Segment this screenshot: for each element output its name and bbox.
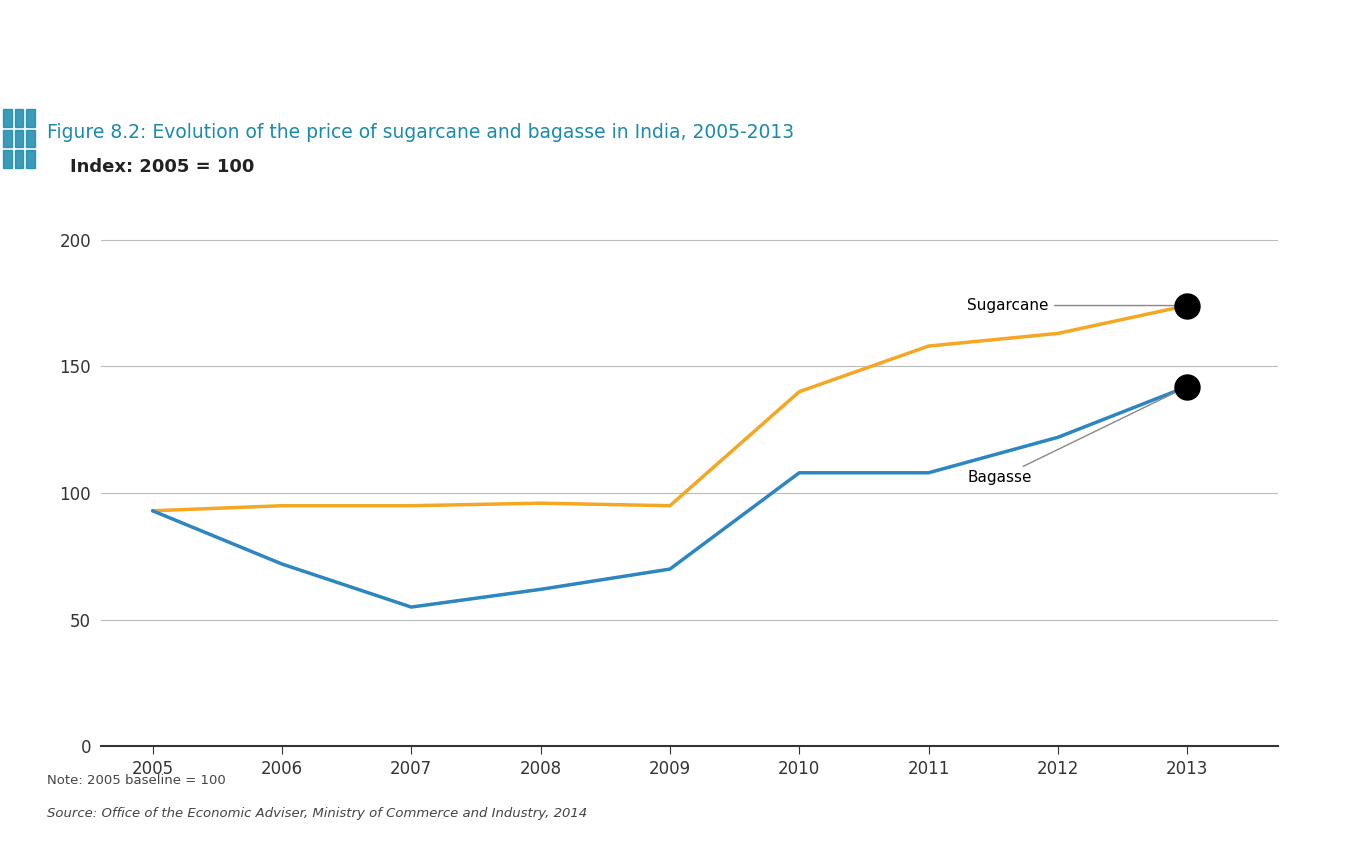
Bar — [59, 60, 75, 88]
Bar — [38, 26, 54, 54]
Bar — [27, 150, 35, 168]
Bar — [38, 0, 54, 20]
Bar — [16, 60, 32, 88]
Bar — [15, 130, 23, 148]
Text: Figure 8.2: Evolution of the price of sugarcane and bagasse in India, 2005-2013: Figure 8.2: Evolution of the price of su… — [47, 123, 794, 142]
Bar — [27, 130, 35, 148]
Text: Bagasse: Bagasse — [967, 388, 1185, 486]
Text: ●●  IRENA: ●● IRENA — [1143, 27, 1298, 53]
Bar — [38, 60, 54, 88]
Bar — [3, 150, 12, 168]
Bar — [27, 109, 35, 127]
Text: RENEWABLE POWER GENERATION COSTS IN 2014: RENEWABLE POWER GENERATION COSTS IN 2014 — [91, 40, 668, 60]
Bar — [59, 26, 75, 54]
Bar — [59, 0, 75, 20]
Text: International Renewable Energy Agency: International Renewable Energy Agency — [1089, 73, 1298, 83]
Bar — [16, 0, 32, 20]
Bar — [16, 26, 32, 54]
Bar — [15, 150, 23, 168]
Text: Source: Office of the Economic Adviser, Ministry of Commerce and Industry, 2014: Source: Office of the Economic Adviser, … — [47, 807, 588, 819]
Bar — [3, 109, 12, 127]
Text: Index: 2005 = 100: Index: 2005 = 100 — [70, 158, 254, 176]
Bar — [3, 130, 12, 148]
Text: Sugarcane: Sugarcane — [967, 298, 1185, 313]
Text: Note: 2005 baseline = 100: Note: 2005 baseline = 100 — [47, 774, 226, 787]
Bar — [15, 109, 23, 127]
